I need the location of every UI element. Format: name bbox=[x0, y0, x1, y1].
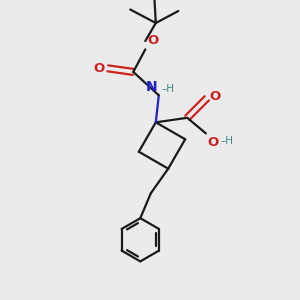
Text: –H: –H bbox=[161, 84, 174, 94]
Text: N: N bbox=[146, 80, 157, 94]
Text: O: O bbox=[207, 136, 219, 149]
Text: O: O bbox=[94, 62, 105, 75]
Text: O: O bbox=[209, 90, 220, 103]
Text: –H: –H bbox=[220, 136, 233, 146]
Text: O: O bbox=[147, 34, 158, 47]
